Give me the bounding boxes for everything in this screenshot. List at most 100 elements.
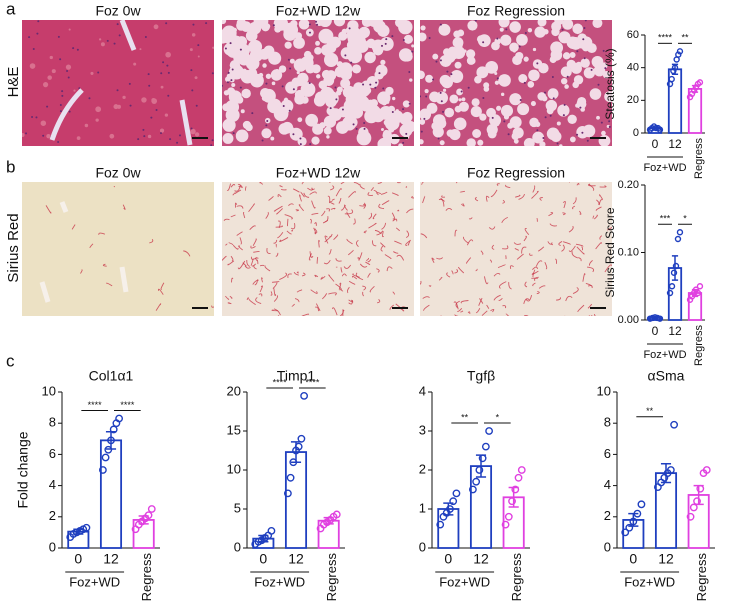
fibre [376, 268, 380, 273]
nucleus [67, 76, 70, 79]
vacuole [479, 113, 487, 121]
vacuole [147, 134, 152, 139]
fibre [300, 191, 305, 198]
vacuole [375, 64, 388, 77]
vacuole [456, 88, 464, 96]
vacuole [340, 78, 351, 89]
fibre [226, 183, 231, 191]
vacuole [356, 82, 371, 97]
fibre [532, 269, 536, 278]
vacuole [470, 105, 482, 118]
vacuole [318, 80, 328, 90]
nucleus [474, 20, 477, 22]
fibre [243, 212, 246, 219]
nucleus [57, 141, 60, 144]
nucleus [230, 79, 233, 82]
vacuole [262, 63, 267, 68]
tissue [222, 20, 414, 146]
vacuole [454, 61, 462, 69]
fibre [265, 211, 269, 219]
data-point [446, 505, 454, 513]
fibre [493, 272, 501, 277]
nucleus [496, 37, 499, 40]
fibre [440, 197, 445, 202]
significance-label: **** [120, 400, 135, 410]
fibre [516, 253, 524, 260]
fibre [252, 279, 259, 285]
fibre [568, 225, 574, 233]
vacuole [47, 75, 52, 80]
y-tick-label: 0 [49, 539, 56, 554]
group-label: Foz+WD [624, 574, 675, 589]
fibre [453, 301, 459, 310]
fibre [438, 198, 445, 207]
fibre [420, 280, 422, 285]
nucleus [496, 77, 499, 80]
fibre [397, 209, 400, 212]
nucleus [59, 110, 62, 113]
vacuole [503, 114, 510, 120]
fibre [348, 191, 356, 198]
vacuole [95, 106, 102, 113]
vacuole [334, 66, 346, 78]
fibre [352, 273, 360, 278]
fibre [333, 234, 339, 241]
nucleus [59, 104, 62, 107]
fibre [459, 190, 465, 193]
vacuole [472, 129, 482, 138]
fibre [249, 225, 256, 231]
nucleus [205, 22, 208, 25]
vacuole [296, 71, 300, 75]
fibre [457, 307, 463, 312]
nucleus [88, 97, 91, 100]
vacuole [349, 111, 357, 119]
vacuole [446, 129, 455, 137]
fibre [242, 262, 247, 267]
fibre [344, 204, 348, 211]
fibre [315, 306, 320, 312]
fibre [496, 183, 500, 187]
fibre [538, 246, 545, 252]
fibre [367, 272, 371, 278]
data-point [675, 51, 682, 58]
nucleus [116, 23, 119, 26]
fibre [293, 271, 299, 276]
vacuole [323, 126, 332, 135]
nucleus [148, 84, 151, 87]
data-point [504, 512, 513, 521]
nucleus [167, 94, 170, 97]
vacuole [371, 20, 383, 26]
fibre [393, 251, 399, 254]
vacuole [444, 107, 455, 118]
vacuole [346, 87, 359, 99]
vacuole [486, 123, 498, 136]
nucleus [425, 95, 428, 98]
data-point [625, 523, 634, 532]
nucleus [604, 67, 607, 70]
fibre [299, 194, 302, 202]
tissue [22, 20, 214, 146]
vacuole [598, 134, 611, 146]
fibre [498, 298, 503, 301]
fibre [581, 246, 583, 251]
data-point [696, 283, 704, 290]
group-label: Foz+WD [643, 349, 686, 361]
nucleus [382, 87, 385, 90]
y-tick-label: 60 [627, 29, 639, 41]
fibre [258, 293, 263, 297]
data-point [297, 434, 306, 443]
fibre [576, 182, 580, 186]
fibre [321, 210, 326, 217]
vacuole [431, 121, 440, 131]
vacuole [49, 55, 53, 60]
error-bar [443, 502, 454, 516]
nucleus [251, 112, 254, 115]
image-caption: Foz 0w [95, 3, 141, 19]
vacuole [294, 94, 301, 100]
fibre [578, 257, 582, 262]
vacuole [346, 40, 357, 51]
row-label: Sirius Red [5, 213, 22, 282]
fibre [531, 190, 539, 199]
vacuole [582, 124, 596, 138]
